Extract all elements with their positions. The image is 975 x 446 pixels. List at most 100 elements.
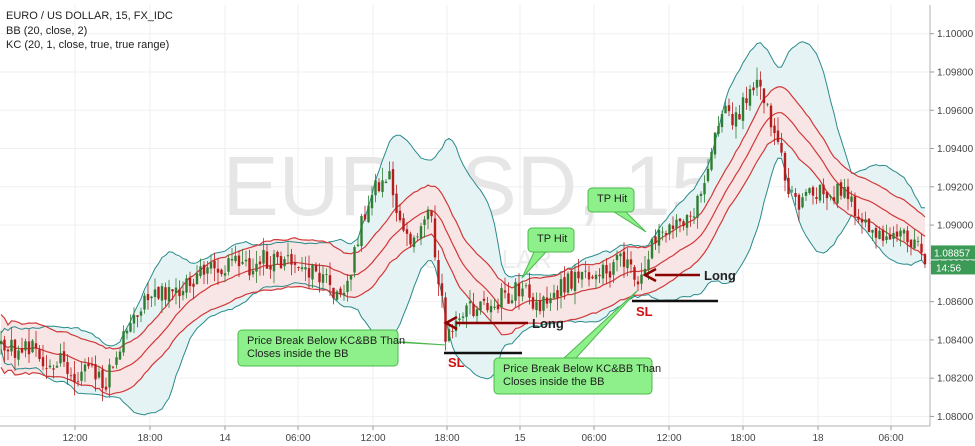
candle-body [199, 266, 202, 276]
candle-body [517, 283, 521, 297]
candle-body [913, 239, 916, 249]
candle-body [605, 265, 608, 274]
candle-body [685, 215, 689, 228]
candle-body [762, 88, 766, 104]
candle-body [66, 362, 69, 374]
candle-body [349, 274, 353, 280]
candle-body [528, 284, 531, 298]
x-tick-label: 15 [514, 433, 526, 444]
candle-body [860, 218, 864, 223]
candle-body [706, 168, 710, 182]
candle-body [846, 186, 850, 200]
candle-body [185, 278, 188, 293]
candle-body [710, 151, 713, 170]
candle-body [80, 371, 83, 381]
candle-body [475, 309, 479, 317]
candle-body [272, 253, 276, 272]
candle-body [500, 288, 503, 308]
candle-body [468, 301, 472, 304]
chart-info: EURO / US DOLLAR, 15, FX_IDC BB (20, clo… [6, 10, 173, 51]
candle-body [164, 287, 167, 300]
candle-body [503, 290, 507, 293]
candle-body [27, 341, 31, 355]
candle-body [808, 188, 811, 194]
candle-body [370, 194, 374, 209]
candle-body [111, 366, 115, 368]
y-tick-label: 1.09000 [937, 221, 974, 232]
candle-body [587, 272, 591, 280]
y-tick-label: 1.09800 [937, 67, 974, 78]
candle-body [482, 298, 486, 301]
candle-body [41, 357, 45, 367]
candle-body [104, 386, 108, 390]
callout-text: TP Hit [597, 193, 627, 205]
candle-body [633, 267, 636, 280]
x-tick-label: 18:00 [137, 433, 162, 444]
candle-body [507, 293, 510, 304]
candle-body [360, 216, 363, 247]
x-tick-label: 12:00 [360, 433, 385, 444]
candle-body [24, 341, 27, 351]
y-tick-label: 1.09400 [937, 144, 974, 155]
candle-body [598, 274, 601, 277]
candle-body [325, 274, 328, 276]
countdown-badge [931, 260, 975, 275]
candle-body [661, 231, 664, 233]
stop-loss: SL [444, 351, 522, 370]
candle-body [451, 331, 454, 333]
candle-body [395, 193, 398, 213]
bb-upper-line [0, 41, 926, 347]
candle-body [815, 197, 818, 199]
candle-body [213, 260, 216, 269]
candle-body [731, 113, 734, 126]
candle-body [83, 364, 87, 372]
candle-body [318, 272, 321, 283]
candle-body [692, 216, 696, 218]
candle-body [209, 262, 213, 269]
candle-body [902, 229, 906, 234]
candle-body [447, 329, 451, 341]
candle-body [514, 282, 517, 301]
candle-body [335, 291, 339, 300]
candle-body [521, 288, 524, 297]
candle-body [580, 271, 584, 280]
candle-body [724, 105, 727, 114]
candle-body [97, 371, 101, 378]
candle-body [510, 300, 514, 304]
candle-body [87, 363, 90, 367]
candle-body [10, 339, 13, 352]
y-tick-label: 1.08400 [937, 335, 974, 346]
y-tick-label: 1.08600 [937, 297, 974, 308]
candle-body [899, 230, 902, 237]
x-tick-label: 18:00 [730, 433, 755, 444]
indicator-kc: KC (20, 1, close, true, true range) [6, 39, 169, 51]
candle-body [143, 295, 146, 310]
candle-body [682, 221, 685, 227]
candle-body [538, 300, 542, 312]
stop-loss-label: SL [636, 304, 653, 319]
candle-body [699, 193, 703, 196]
candle-body [549, 298, 552, 304]
candle-body [780, 142, 783, 153]
candle-body [339, 288, 342, 295]
candle-body [727, 105, 731, 112]
x-tick-label: 06:00 [581, 433, 606, 444]
candle-body [570, 270, 573, 289]
candle-body [279, 256, 283, 269]
candle-body [678, 218, 682, 222]
candle-body [125, 330, 129, 334]
candle-body [332, 287, 335, 299]
candle-body [412, 237, 416, 248]
candle-body [829, 196, 832, 197]
candle-body [615, 254, 619, 261]
candle-body [881, 229, 885, 241]
candle-body [90, 364, 94, 366]
candle-body [496, 304, 500, 310]
y-tick-label: 1.09200 [937, 182, 974, 193]
candle-body [839, 182, 843, 196]
candle-body [188, 277, 192, 286]
candle-body [311, 264, 314, 280]
countdown-label: 14:56 [936, 263, 961, 274]
candle-body [489, 305, 493, 313]
